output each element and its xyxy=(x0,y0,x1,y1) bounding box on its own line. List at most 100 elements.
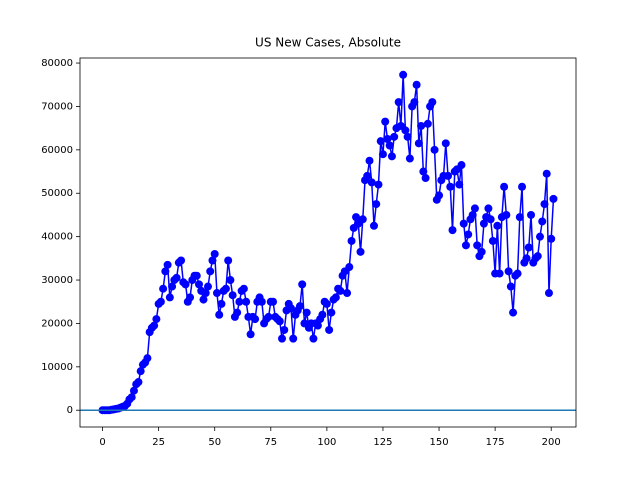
data-point xyxy=(369,221,378,230)
data-point xyxy=(495,269,504,278)
data-point xyxy=(302,308,311,317)
data-point xyxy=(322,299,331,308)
data-point xyxy=(403,132,412,141)
data-point xyxy=(394,98,403,107)
x-tick-label: 175 xyxy=(486,437,505,448)
data-point xyxy=(163,260,172,269)
data-point xyxy=(378,150,387,159)
data-point xyxy=(199,295,208,304)
data-point xyxy=(134,378,143,387)
data-point xyxy=(208,256,217,265)
data-point xyxy=(201,289,210,298)
data-point xyxy=(533,252,542,261)
data-point xyxy=(509,308,518,317)
data-point xyxy=(289,334,298,343)
data-point xyxy=(336,286,345,295)
data-point xyxy=(221,284,230,293)
data-point xyxy=(385,141,394,150)
x-tick-label: 100 xyxy=(317,437,336,448)
plot-frame xyxy=(79,57,577,428)
data-point xyxy=(457,161,466,170)
data-point xyxy=(504,267,513,276)
data-point xyxy=(224,256,233,265)
data-point xyxy=(129,386,138,395)
x-tick-label: 125 xyxy=(373,437,392,448)
data-point xyxy=(242,297,251,306)
data-point xyxy=(367,178,376,187)
data-point xyxy=(464,230,473,239)
data-point xyxy=(455,180,464,189)
data-point xyxy=(470,204,479,213)
data-point xyxy=(547,234,556,243)
data-point xyxy=(428,98,437,107)
data-point xyxy=(127,393,136,402)
data-point xyxy=(461,241,470,250)
data-point xyxy=(246,330,255,339)
data-point xyxy=(515,213,524,222)
y-tick-label: 20000 xyxy=(41,318,73,329)
data-point xyxy=(524,243,533,252)
data-point xyxy=(387,152,396,161)
data-point xyxy=(233,308,242,317)
x-tick-label: 0 xyxy=(99,437,105,448)
data-point xyxy=(309,334,318,343)
data-point xyxy=(203,282,212,291)
data-point xyxy=(446,182,455,191)
data-point xyxy=(417,121,426,130)
data-point xyxy=(327,308,336,317)
data-point xyxy=(444,171,453,180)
data-point xyxy=(410,98,419,107)
data-point xyxy=(143,354,152,363)
data-point xyxy=(352,213,361,222)
data-point xyxy=(518,182,527,191)
data-point xyxy=(540,200,549,209)
data-point xyxy=(172,273,181,282)
y-tick-label: 30000 xyxy=(41,275,73,286)
y-tick-label: 80000 xyxy=(41,58,73,69)
data-point xyxy=(542,169,551,178)
data-point xyxy=(186,293,195,302)
y-tick-label: 40000 xyxy=(41,232,73,243)
data-point xyxy=(217,299,226,308)
data-point xyxy=(374,180,383,189)
data-point xyxy=(269,297,278,306)
data-point xyxy=(544,289,553,298)
data-point xyxy=(399,70,408,79)
data-point xyxy=(343,289,352,298)
x-tick-label: 50 xyxy=(208,437,221,448)
data-point xyxy=(493,221,502,230)
data-point xyxy=(168,282,177,291)
data-point xyxy=(257,297,266,306)
data-point xyxy=(421,174,430,183)
data-point xyxy=(448,226,457,235)
x-tick-label: 75 xyxy=(264,437,277,448)
data-point xyxy=(313,321,322,330)
data-point xyxy=(414,139,423,148)
data-point xyxy=(275,317,284,326)
data-point xyxy=(435,191,444,200)
data-point xyxy=(195,280,204,289)
data-point xyxy=(502,210,511,219)
data-point xyxy=(376,137,385,146)
data-point xyxy=(347,236,356,245)
data-point xyxy=(210,250,219,259)
data-point xyxy=(365,156,374,165)
data-point xyxy=(264,312,273,321)
data-point xyxy=(150,321,159,330)
data-point xyxy=(325,325,334,334)
data-point xyxy=(161,267,170,276)
data-point xyxy=(500,182,509,191)
data-point xyxy=(286,304,295,313)
data-point xyxy=(488,236,497,245)
y-tick-label: 0 xyxy=(67,405,73,416)
data-point xyxy=(468,210,477,219)
data-point xyxy=(215,310,224,319)
data-point xyxy=(527,210,536,219)
data-point xyxy=(430,145,439,154)
data-point xyxy=(298,280,307,289)
data-point xyxy=(235,297,244,306)
data-point xyxy=(484,204,493,213)
data-point xyxy=(535,232,544,241)
